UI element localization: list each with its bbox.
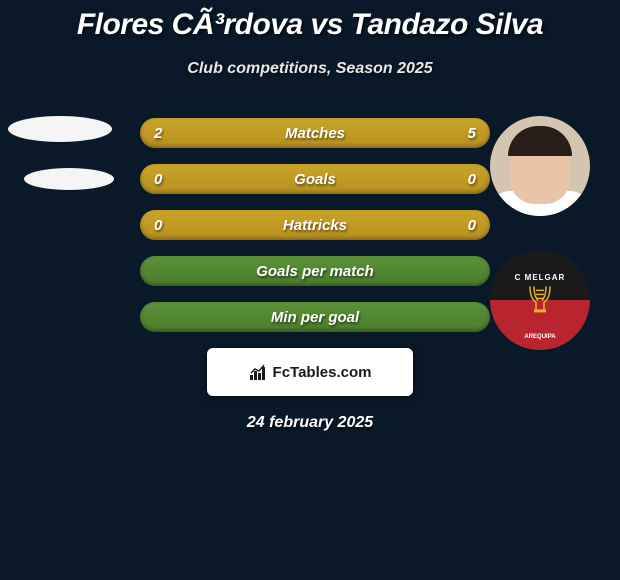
chart-icon (249, 363, 267, 381)
stat-rows: 2 Matches 5 0 Goals 0 0 Hattricks 0 Goals per mat… (140, 118, 490, 348)
content-area: C MELGAR AREQUIPA 2 Matches 5 0 Goals 0 0 Hattr… (0, 118, 620, 378)
placeholder-ellipse-1 (8, 116, 112, 142)
stat-value-right: 0 (468, 171, 476, 188)
date-text: 24 february 2025 (0, 414, 620, 432)
stat-label: Goals (294, 171, 336, 188)
placeholder-ellipse-2 (24, 168, 114, 190)
stat-row: Goals per match (140, 256, 490, 286)
stat-label: Goals per match (256, 263, 374, 280)
stat-value-left: 0 (154, 217, 162, 234)
source-logo-box: FcTables.com (207, 348, 413, 396)
lyre-icon (526, 282, 554, 314)
source-logo-text: FcTables.com (273, 364, 372, 381)
stat-value-left: 0 (154, 171, 162, 188)
stat-label: Hattricks (283, 217, 347, 234)
stat-label: Matches (285, 125, 345, 142)
page-title: Flores CÃ³rdova vs Tandazo Silva (0, 8, 620, 42)
right-player-column: C MELGAR AREQUIPA (490, 116, 590, 350)
stat-value-right: 0 (468, 217, 476, 234)
stat-row: Min per goal (140, 302, 490, 332)
stat-row: 0 Goals 0 (140, 164, 490, 194)
badge-top-text: C MELGAR (515, 273, 566, 282)
page-subtitle: Club competitions, Season 2025 (0, 60, 620, 78)
stat-value-right: 5 (468, 125, 476, 142)
player-avatar (490, 116, 590, 216)
stat-label: Min per goal (271, 309, 359, 326)
stat-row: 2 Matches 5 (140, 118, 490, 148)
club-badge: C MELGAR AREQUIPA (490, 250, 590, 350)
stat-row: 0 Hattricks 0 (140, 210, 490, 240)
badge-bottom-text: AREQUIPA (524, 334, 555, 340)
stat-value-left: 2 (154, 125, 162, 142)
